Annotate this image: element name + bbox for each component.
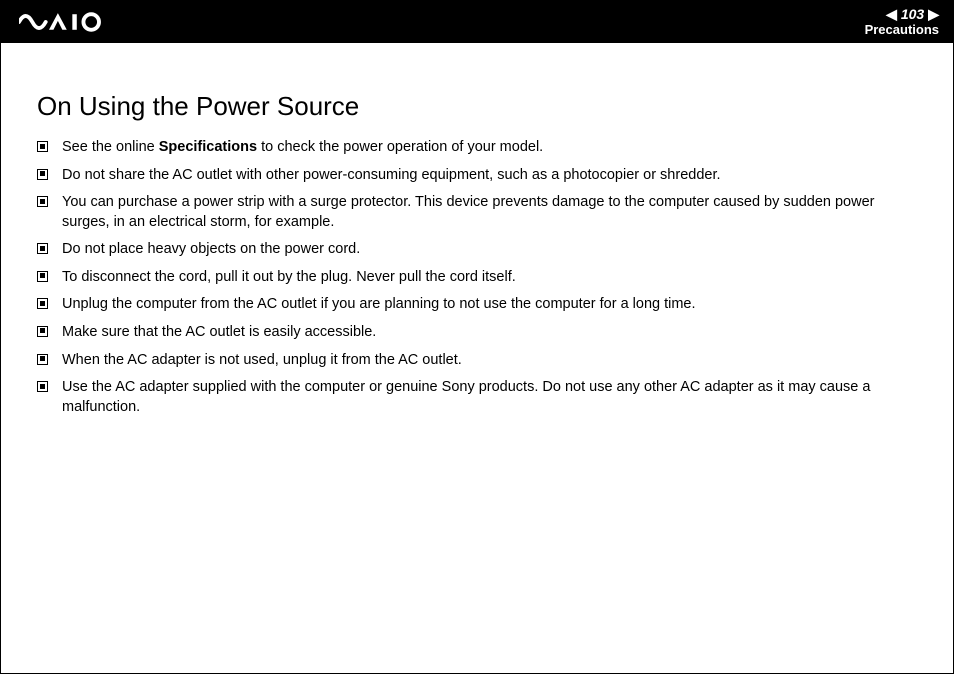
list-item: Do not place heavy objects on the power … bbox=[37, 240, 917, 260]
list-item-text: Do not share the AC outlet with other po… bbox=[62, 166, 917, 186]
list-item: To disconnect the cord, pull it out by t… bbox=[37, 268, 917, 288]
list-item-text: Use the AC adapter supplied with the com… bbox=[62, 378, 917, 417]
list-item-text: Unplug the computer from the AC outlet i… bbox=[62, 295, 917, 315]
list-item: You can purchase a power strip with a su… bbox=[37, 193, 917, 232]
list-item-text: When the AC adapter is not used, unplug … bbox=[62, 351, 917, 371]
list-item: Use the AC adapter supplied with the com… bbox=[37, 378, 917, 417]
bold-text: Specifications bbox=[159, 139, 257, 155]
list-item-text: You can purchase a power strip with a su… bbox=[62, 193, 917, 232]
page-number: 103 bbox=[901, 7, 924, 22]
bullet-marker-icon bbox=[37, 271, 48, 282]
list-item: Do not share the AC outlet with other po… bbox=[37, 166, 917, 186]
list-item-text: Make sure that the AC outlet is easily a… bbox=[62, 323, 917, 343]
section-label: Precautions bbox=[865, 23, 939, 37]
bullet-list: See the online Specifications to check t… bbox=[37, 138, 917, 417]
header-bar: ◀ 103 ▶ Precautions bbox=[1, 1, 953, 43]
bullet-marker-icon bbox=[37, 354, 48, 365]
bullet-marker-icon bbox=[37, 381, 48, 392]
prev-page-icon[interactable]: ◀ bbox=[886, 7, 897, 22]
bullet-marker-icon bbox=[37, 243, 48, 254]
list-item: When the AC adapter is not used, unplug … bbox=[37, 351, 917, 371]
list-item-text: See the online Specifications to check t… bbox=[62, 138, 917, 158]
document-page: ◀ 103 ▶ Precautions On Using the Power S… bbox=[0, 0, 954, 674]
bullet-marker-icon bbox=[37, 298, 48, 309]
list-item: Make sure that the AC outlet is easily a… bbox=[37, 323, 917, 343]
list-item-text: To disconnect the cord, pull it out by t… bbox=[62, 268, 917, 288]
vaio-logo bbox=[19, 12, 119, 32]
content-area: On Using the Power Source See the online… bbox=[1, 43, 953, 417]
bullet-marker-icon bbox=[37, 196, 48, 207]
list-item: See the online Specifications to check t… bbox=[37, 138, 917, 158]
list-item: Unplug the computer from the AC outlet i… bbox=[37, 295, 917, 315]
bullet-marker-icon bbox=[37, 326, 48, 337]
page-navigation: ◀ 103 ▶ bbox=[886, 7, 939, 22]
page-title: On Using the Power Source bbox=[37, 91, 917, 122]
header-right: ◀ 103 ▶ Precautions bbox=[865, 7, 939, 38]
bullet-marker-icon bbox=[37, 141, 48, 152]
bullet-marker-icon bbox=[37, 169, 48, 180]
list-item-text: Do not place heavy objects on the power … bbox=[62, 240, 917, 260]
next-page-icon[interactable]: ▶ bbox=[928, 7, 939, 22]
